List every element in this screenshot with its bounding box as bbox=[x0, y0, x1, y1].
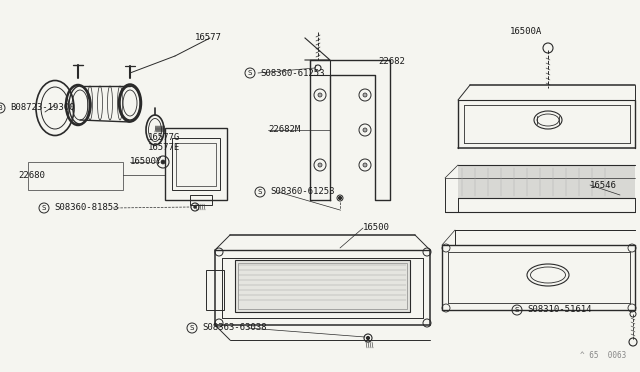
Text: 22682M: 22682M bbox=[268, 125, 300, 135]
Bar bbox=[172, 138, 220, 190]
Text: S08363-63038: S08363-63038 bbox=[202, 324, 266, 333]
Bar bbox=[235, 260, 410, 312]
Text: S: S bbox=[190, 325, 194, 331]
Bar bbox=[206, 270, 224, 310]
Text: 22680: 22680 bbox=[18, 170, 45, 180]
Circle shape bbox=[318, 163, 322, 167]
Text: B08723-19300: B08723-19300 bbox=[10, 103, 74, 112]
Bar bbox=[190, 195, 212, 205]
Circle shape bbox=[367, 337, 369, 340]
Bar bbox=[458, 165, 635, 198]
Text: S: S bbox=[258, 189, 262, 195]
Text: 16500A: 16500A bbox=[510, 28, 542, 36]
Text: 22682: 22682 bbox=[378, 58, 405, 67]
Text: S08360-61253: S08360-61253 bbox=[270, 187, 335, 196]
Circle shape bbox=[318, 93, 322, 97]
Text: 16577: 16577 bbox=[195, 33, 222, 42]
Text: 16546: 16546 bbox=[590, 180, 617, 189]
Circle shape bbox=[363, 93, 367, 97]
Text: S: S bbox=[248, 70, 252, 76]
Bar bbox=[238, 263, 407, 309]
Text: S: S bbox=[42, 205, 46, 211]
Text: 16577E: 16577E bbox=[148, 144, 180, 153]
Circle shape bbox=[339, 196, 342, 199]
Bar bbox=[28, 162, 123, 190]
Bar bbox=[176, 143, 216, 186]
Text: S08310-51614: S08310-51614 bbox=[527, 305, 591, 314]
Text: S: S bbox=[515, 307, 519, 313]
Text: B: B bbox=[0, 105, 3, 111]
Text: 16500: 16500 bbox=[363, 224, 390, 232]
Text: S08360-61253: S08360-61253 bbox=[260, 68, 324, 77]
Circle shape bbox=[161, 160, 165, 164]
Text: 16500Y: 16500Y bbox=[130, 157, 163, 167]
Circle shape bbox=[363, 163, 367, 167]
Text: S08360-81853: S08360-81853 bbox=[54, 203, 118, 212]
Text: 16577G: 16577G bbox=[148, 134, 180, 142]
Circle shape bbox=[363, 128, 367, 132]
Bar bbox=[165, 128, 227, 200]
Text: ^ 65  0063: ^ 65 0063 bbox=[580, 351, 627, 360]
Circle shape bbox=[193, 205, 196, 208]
